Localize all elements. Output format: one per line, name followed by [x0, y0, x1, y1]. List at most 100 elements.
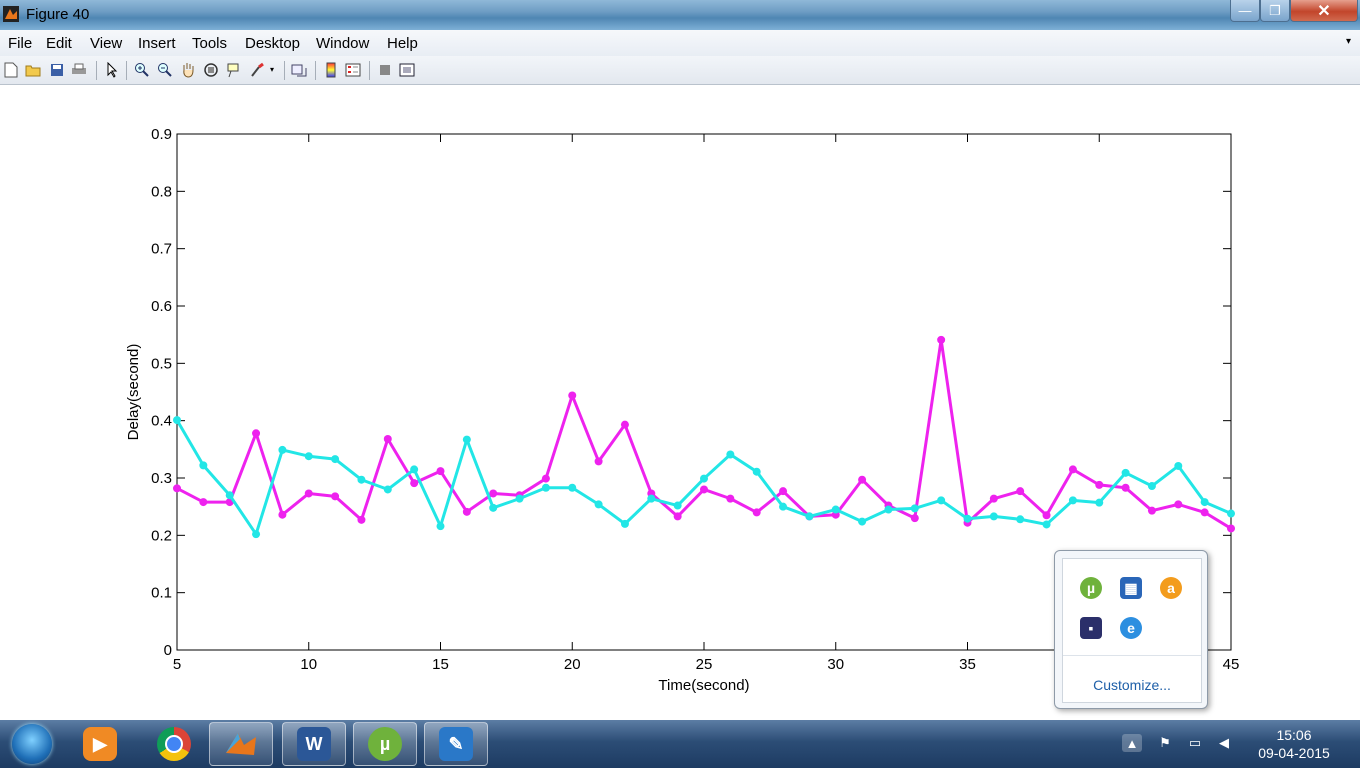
word-icon: W: [297, 727, 331, 761]
taskbar-matlab[interactable]: [209, 722, 273, 766]
brush-icon[interactable]: [249, 62, 265, 78]
open-file-icon[interactable]: [25, 62, 41, 78]
matlab-icon: [224, 727, 258, 761]
y-tick-label: 0.2: [151, 527, 172, 544]
hide-plot-tools-icon[interactable]: [377, 62, 393, 78]
menu-file[interactable]: File: [8, 35, 33, 52]
link-plot-icon[interactable]: [291, 62, 307, 78]
brush-dropdown-icon[interactable]: ▾: [269, 65, 274, 74]
axis-ticks: [176, 133, 1232, 651]
menu-help[interactable]: Help: [387, 35, 418, 52]
matlab-app-icon: [3, 6, 19, 22]
data-point: [1068, 496, 1077, 505]
save-icon[interactable]: [49, 62, 65, 78]
data-point: [647, 494, 656, 503]
figure-canvas[interactable]: 51015202530354045 00.10.20.30.40.50.60.7…: [0, 85, 1360, 720]
data-cursor-icon[interactable]: [226, 62, 242, 78]
notification-overflow-popup: µ ▦ a ▪ e Customize...: [1054, 550, 1208, 709]
data-point: [673, 501, 682, 510]
x-tick-label: 5: [173, 656, 181, 673]
data-point: [252, 429, 261, 438]
y-tick-label: 0.6: [151, 298, 172, 315]
data-point: [357, 515, 366, 524]
data-point: [910, 504, 919, 513]
data-point: [489, 489, 498, 498]
rotate-3d-icon[interactable]: [203, 62, 219, 78]
taskbar-utorrent[interactable]: µ: [353, 722, 417, 766]
insert-colorbar-icon[interactable]: [323, 62, 339, 78]
menu-overflow-arrow-icon[interactable]: ▾: [1346, 36, 1352, 47]
data-point: [515, 494, 524, 503]
zoom-out-icon[interactable]: [157, 62, 173, 78]
menu-window[interactable]: Window: [316, 35, 370, 52]
avast-icon[interactable]: a: [1160, 577, 1182, 599]
data-point: [304, 489, 313, 498]
y-tick-labels: 0 0.1 0.2 0.3 0.4 0.5 0.6 0.7 0.8 0.9: [151, 126, 172, 659]
data-point: [910, 514, 919, 523]
toolbar-separator: [369, 61, 370, 80]
data-point: [1174, 500, 1183, 509]
data-point: [937, 496, 946, 505]
data-point: [1121, 483, 1130, 492]
maximize-button[interactable]: ❐: [1260, 0, 1290, 22]
clock-time: 15:06: [1276, 727, 1312, 743]
show-hidden-icons-icon[interactable]: ▲: [1122, 734, 1142, 752]
data-point: [1016, 515, 1025, 524]
taskbar-media-player[interactable]: ▶: [68, 722, 132, 766]
network-icon[interactable]: ▭: [1188, 735, 1202, 750]
internet-explorer-icon[interactable]: e: [1120, 617, 1142, 639]
x-tick-label: 45: [1223, 656, 1240, 673]
data-point: [858, 517, 867, 526]
pan-hand-icon[interactable]: [180, 62, 196, 78]
taskbar-chrome[interactable]: [142, 722, 206, 766]
y-tick-label: 0.5: [151, 355, 172, 372]
data-point: [1147, 482, 1156, 491]
video-icon[interactable]: ▪: [1080, 617, 1102, 639]
data-point: [673, 512, 682, 521]
start-button-icon[interactable]: [12, 724, 52, 764]
data-point: [436, 522, 445, 531]
zoom-in-icon[interactable]: [134, 62, 150, 78]
show-plot-tools-icon[interactable]: [399, 62, 415, 78]
taskbar-word[interactable]: W: [282, 722, 346, 766]
network-monitor-icon[interactable]: ▦: [1120, 577, 1142, 599]
close-button[interactable]: ✕: [1290, 0, 1358, 22]
data-point: [278, 510, 287, 519]
y-tick-label: 0.8: [151, 183, 172, 200]
menu-desktop[interactable]: Desktop: [245, 35, 301, 52]
figure-toolbar: ▾: [0, 56, 1360, 85]
menu-tools[interactable]: Tools: [192, 35, 228, 52]
data-point: [331, 492, 340, 501]
data-point: [1174, 461, 1183, 470]
taskbar: ▶ W µ ✎ ▲ ⚑ ▭ ◀ 15:06 09-04-2015: [0, 720, 1360, 768]
minimize-button[interactable]: —: [1230, 0, 1260, 22]
window-title: Figure 40: [26, 6, 90, 23]
x-tick-label: 25: [696, 656, 713, 673]
data-point: [752, 467, 761, 476]
insert-legend-icon[interactable]: [345, 62, 361, 78]
data-point: [1068, 465, 1077, 474]
utorrent-icon[interactable]: µ: [1080, 577, 1102, 599]
chrome-icon: [157, 727, 191, 761]
data-point: [383, 485, 392, 494]
data-point: [304, 452, 313, 461]
menu-view[interactable]: View: [90, 35, 123, 52]
action-center-flag-icon[interactable]: ⚑: [1159, 735, 1171, 750]
edit-plot-arrow-icon[interactable]: [104, 62, 120, 78]
data-point: [541, 483, 550, 492]
system-clock[interactable]: 15:06 09-04-2015: [1240, 726, 1348, 762]
data-point: [357, 475, 366, 484]
y-tick-label: 0: [164, 642, 172, 659]
new-figure-icon[interactable]: [3, 62, 19, 78]
data-point: [1042, 511, 1051, 520]
data-point: [173, 484, 181, 493]
taskbar-paint[interactable]: ✎: [424, 722, 488, 766]
print-icon[interactable]: [71, 62, 87, 78]
data-point: [1095, 498, 1104, 507]
menu-insert[interactable]: Insert: [138, 35, 176, 52]
volume-muted-icon[interactable]: ◀: [1219, 735, 1229, 750]
menu-edit[interactable]: Edit: [46, 35, 72, 52]
data-point: [1095, 480, 1104, 489]
y-axis-label: Delay(second): [125, 344, 142, 441]
customize-link[interactable]: Customize...: [1093, 677, 1171, 693]
